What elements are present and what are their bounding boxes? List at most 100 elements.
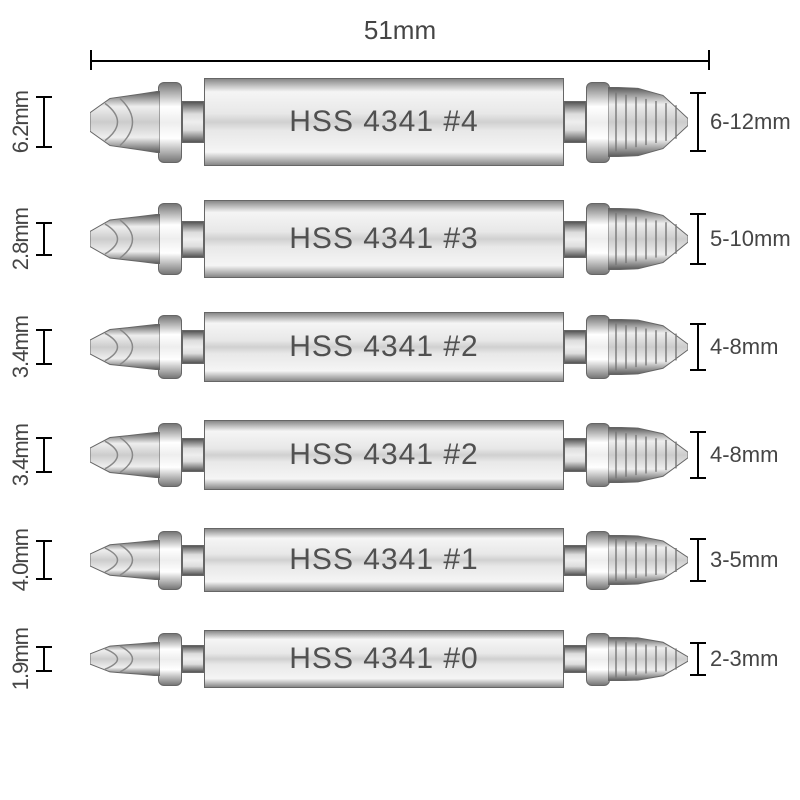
bit-body: HSS 4341 #2 [88,312,690,382]
right-dimension-label: 5-10mm [710,226,791,252]
bit-body: HSS 4341 #2 [88,420,690,490]
bit-collar [586,82,610,163]
diagram-container: 51mm 6.2mm HSS 4341 #4 [0,0,800,800]
bit-row: 3.4mm HSS 4341 #2 [0,420,800,490]
bit-neck [182,101,204,143]
bit-collar [586,531,610,590]
drill-tip-icon [90,324,160,370]
bit-collar [586,423,610,487]
extractor-tip-icon [608,427,688,483]
bit-row: 6.2mm HSS 4341 #4 [0,78,800,166]
bit-collar [158,633,182,686]
left-dimension: 1.9mm [0,628,88,690]
bit-neck [564,545,586,576]
dimension-bracket-icon [690,213,706,265]
dimension-bracket-icon [36,329,52,365]
dimension-bracket-icon [690,538,706,582]
bit-row: 4.0mm HSS 4341 #1 [0,528,800,592]
left-dimension: 3.4mm [0,316,88,378]
right-dimension: 4-8mm [690,323,800,371]
extractor-tip-icon [608,637,688,681]
right-dimension: 4-8mm [690,431,800,479]
dimension-bracket-icon [690,323,706,371]
right-dimension-label: 4-8mm [710,334,778,360]
right-dimension: 2-3mm [690,642,800,676]
bit-neck [182,221,204,258]
bit-hex-shank: HSS 4341 #3 [204,200,564,278]
bit-row: 2.8mm HSS 4341 #3 [0,200,800,278]
bit-collar [586,203,610,275]
dimension-bracket-icon [36,437,52,473]
left-dimension-label: 2.8mm [8,208,34,270]
bit-engraving: HSS 4341 #2 [205,330,563,364]
left-dimension: 6.2mm [0,91,88,153]
bit-neck [564,438,586,472]
right-dimension: 3-5mm [690,538,800,582]
bit-collar [158,315,182,379]
bit-neck [182,645,204,673]
bit-body: HSS 4341 #0 [88,630,690,688]
left-dimension-label: 3.4mm [8,316,34,378]
left-dimension-label: 6.2mm [8,91,34,153]
left-dimension: 3.4mm [0,424,88,486]
right-dimension-label: 6-12mm [710,109,791,135]
bit-engraving: HSS 4341 #3 [205,222,563,256]
bit-body: HSS 4341 #3 [88,200,690,278]
right-dimension-label: 3-5mm [710,547,778,573]
dimension-bracket-icon [690,431,706,479]
right-dimension-label: 2-3mm [710,646,778,672]
bit-collar [158,82,182,163]
bit-neck [564,645,586,673]
bit-engraving: HSS 4341 #0 [205,642,563,676]
bit-body: HSS 4341 #1 [88,528,690,592]
drill-tip-icon [90,642,160,676]
bit-neck [564,101,586,143]
drill-tip-icon [90,432,160,478]
top-dimension-line [90,50,710,70]
top-dimension-label: 51mm [364,15,436,45]
dimension-bracket-icon [690,92,706,152]
bit-engraving: HSS 4341 #2 [205,438,563,472]
bit-neck [182,438,204,472]
dimension-bracket-icon [36,646,52,672]
bit-engraving: HSS 4341 #1 [205,543,563,577]
bit-hex-shank: HSS 4341 #1 [204,528,564,592]
extractor-tip-icon [608,319,688,375]
left-dimension: 2.8mm [0,208,88,270]
bit-neck [564,330,586,364]
bit-row: 3.4mm HSS 4341 #2 [0,312,800,382]
dimension-bracket-icon [36,540,52,580]
bit-collar [158,203,182,275]
right-dimension: 6-12mm [690,92,800,152]
bit-collar [586,315,610,379]
extractor-tip-icon [608,87,688,157]
bit-hex-shank: HSS 4341 #0 [204,630,564,688]
drill-tip-icon [90,540,160,580]
bit-engraving: HSS 4341 #4 [205,105,563,139]
bit-neck [182,330,204,364]
dimension-bracket-icon [690,642,706,676]
bit-hex-shank: HSS 4341 #2 [204,312,564,382]
left-dimension-label: 1.9mm [8,628,34,690]
bit-collar [158,531,182,590]
bit-collar [586,633,610,686]
extractor-tip-icon [608,535,688,585]
dimension-bracket-icon [36,96,52,148]
left-dimension-label: 4.0mm [8,529,34,591]
extractor-tip-icon [608,208,688,270]
bit-hex-shank: HSS 4341 #4 [204,78,564,166]
right-dimension-label: 4-8mm [710,442,778,468]
top-dimension: 51mm [90,15,710,66]
bit-neck [182,545,204,576]
dimension-bracket-icon [36,222,52,256]
left-dimension: 4.0mm [0,529,88,591]
drill-tip-icon [90,91,160,153]
left-dimension-label: 3.4mm [8,424,34,486]
bit-collar [158,423,182,487]
bit-row: 1.9mm HSS 4341 #0 [0,630,800,688]
bit-neck [564,221,586,258]
right-dimension: 5-10mm [690,213,800,265]
drill-tip-icon [90,214,160,264]
bit-hex-shank: HSS 4341 #2 [204,420,564,490]
bit-body: HSS 4341 #4 [88,78,690,166]
